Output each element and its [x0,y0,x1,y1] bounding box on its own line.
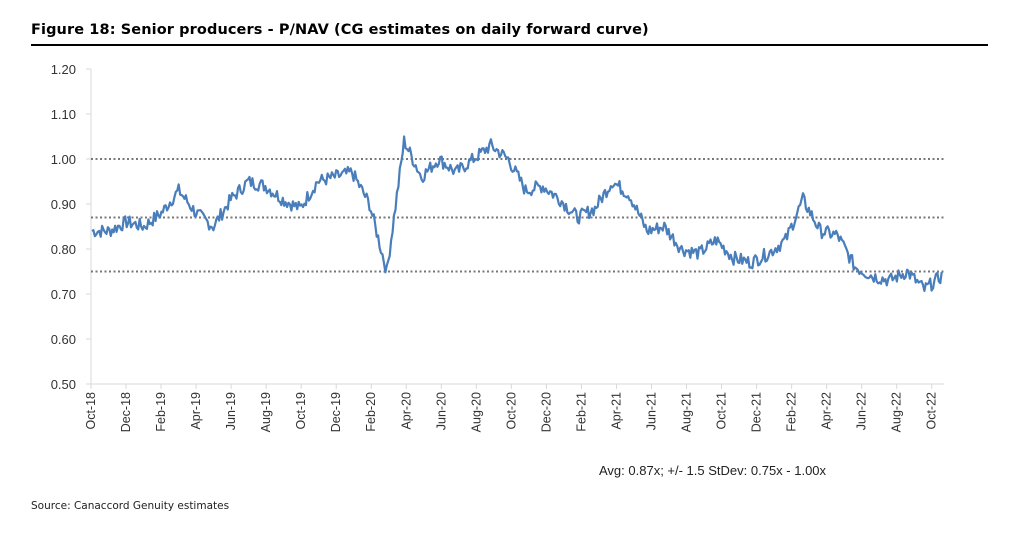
x-tick-label: Feb-21 [574,392,588,432]
x-tick-label: Aug-20 [469,392,483,432]
x-tick-label: Feb-20 [364,392,378,432]
x-tick-label: Dec-18 [119,392,133,432]
x-tick-label: Dec-19 [329,392,343,432]
x-tick-label: Aug-21 [680,392,694,432]
y-tick-label: 0.90 [51,197,76,212]
x-tick-label: Feb-19 [154,392,168,432]
series-line [91,135,943,292]
y-tick-label: 1.20 [51,62,76,77]
stats-annotation: Avg: 0.87x; +/- 1.5 StDev: 0.75x - 1.00x [599,463,827,478]
x-tick-label: Oct-19 [294,392,308,430]
x-tick-label: Apr-22 [820,392,834,430]
title-rule [31,44,988,46]
x-tick-label: Dec-21 [750,392,764,432]
y-tick-label: 0.70 [51,287,76,302]
x-tick-label: Jun-22 [855,392,869,430]
x-tick-label: Apr-21 [609,392,623,430]
x-tick-label: Jun-20 [434,392,448,430]
y-tick-label: 1.00 [51,152,76,167]
x-tick-label: Apr-19 [189,392,203,430]
x-tick-label: Jun-21 [644,392,658,430]
x-tick-label: Oct-21 [715,392,729,430]
x-tick-label: Feb-22 [785,392,799,432]
source-note: Source: Canaccord Genuity estimates [31,500,230,512]
x-tick-label: Aug-22 [890,392,904,432]
x-tick-label: Aug-19 [259,392,273,432]
x-tick-label: Oct-18 [84,392,98,430]
x-tick-label: Jun-19 [224,392,238,430]
x-tick-label: Apr-20 [399,392,413,430]
x-tick-label: Dec-20 [539,392,553,432]
y-tick-label: 0.80 [51,242,76,257]
x-tick-label: Oct-20 [504,392,518,430]
y-tick-label: 1.10 [51,107,76,122]
figure-title: Figure 18: Senior producers - P/NAV (CG … [31,22,649,38]
x-tick-label: Oct-22 [925,392,939,430]
y-tick-label: 0.50 [51,377,76,392]
y-tick-label: 0.60 [51,332,76,347]
